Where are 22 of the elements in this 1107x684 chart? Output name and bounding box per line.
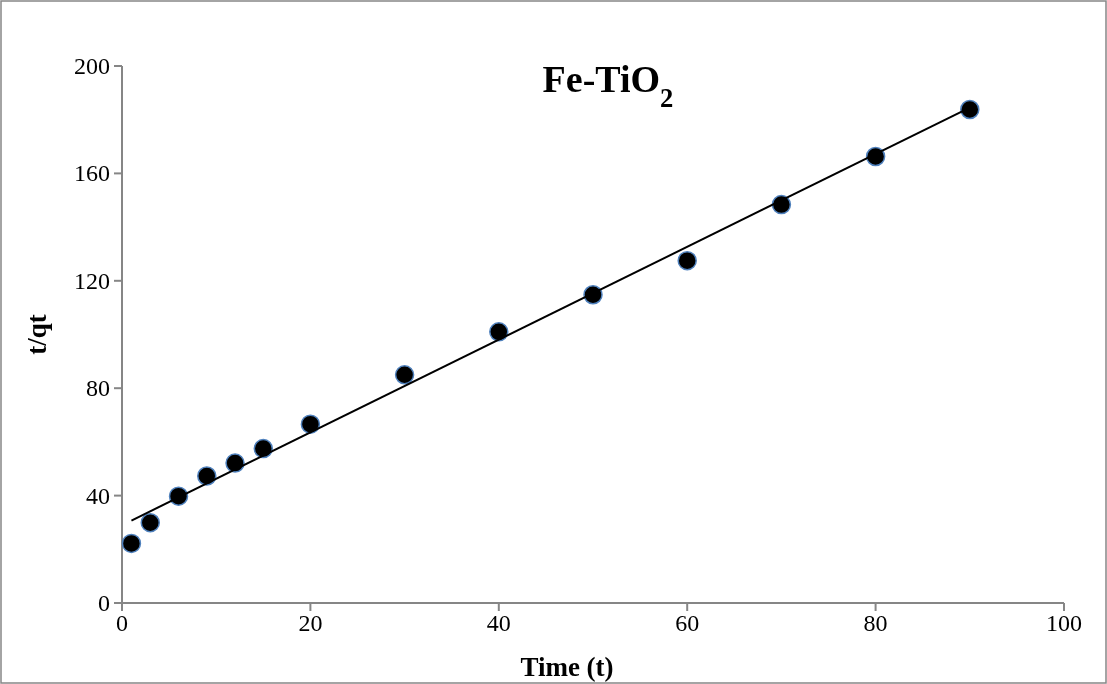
x-axis-title: Time (t) <box>520 652 614 682</box>
x-tick-label: 60 <box>675 610 700 636</box>
x-tick-label: 20 <box>298 610 323 636</box>
y-tick-label: 80 <box>86 375 110 402</box>
point <box>677 250 697 271</box>
y-axis-title: t/qt <box>22 314 52 355</box>
chart-title: Fe-TiO$_{2}$ <box>542 58 674 113</box>
x-tick-label: 80 <box>863 610 888 636</box>
x-tick-label: 40 <box>486 610 511 636</box>
point <box>394 365 415 385</box>
point <box>960 99 980 120</box>
point <box>300 414 321 434</box>
y-tick-label: 40 <box>86 482 110 509</box>
y-tick-label: 200 <box>74 53 110 79</box>
x-tick-label: 0 <box>116 610 128 636</box>
x-tick-label: 100 <box>1046 610 1082 636</box>
y-tick-label: 160 <box>74 160 110 187</box>
point <box>121 533 142 554</box>
y-tick-label: 120 <box>74 267 110 294</box>
point <box>489 322 509 342</box>
point <box>140 512 161 533</box>
y-tick-label: 0 <box>98 590 110 616</box>
